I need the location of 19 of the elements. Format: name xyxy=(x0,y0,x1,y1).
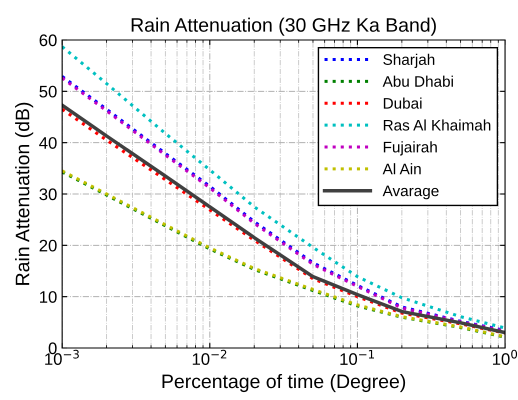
y-tick-label: 60 xyxy=(40,34,57,46)
legend-label: Dubai xyxy=(384,98,422,109)
legend-label: Ras Al Khaimah xyxy=(384,119,490,131)
legend-label: Abu Dhabi xyxy=(382,76,453,87)
y-tick-label: 10 xyxy=(40,291,57,303)
y-tick-label: 50 xyxy=(39,86,57,98)
y-tick-label: 40 xyxy=(39,137,57,149)
x-tick-label: 10$^{0}$ xyxy=(492,350,518,365)
legend-label: Fujairah xyxy=(384,141,437,156)
x-tick-label: 10$^{−2}$ xyxy=(192,350,226,365)
x-axis-title: Percentage of time (Degree) xyxy=(162,374,406,392)
legend-label: Avarage xyxy=(382,186,439,200)
y-axis-title: Rain Attenuation (dB) xyxy=(15,102,34,285)
legend-label: Al Ain xyxy=(382,163,421,174)
y-tick-label: 20 xyxy=(40,240,57,252)
y-tick-label: 30 xyxy=(39,188,57,200)
x-tick-label: 10$^{−1}$ xyxy=(340,350,374,365)
legend-label: Sharjah xyxy=(383,54,434,68)
chart-title: Rain Attenuation (30 GHz Ka Band) xyxy=(132,18,436,36)
